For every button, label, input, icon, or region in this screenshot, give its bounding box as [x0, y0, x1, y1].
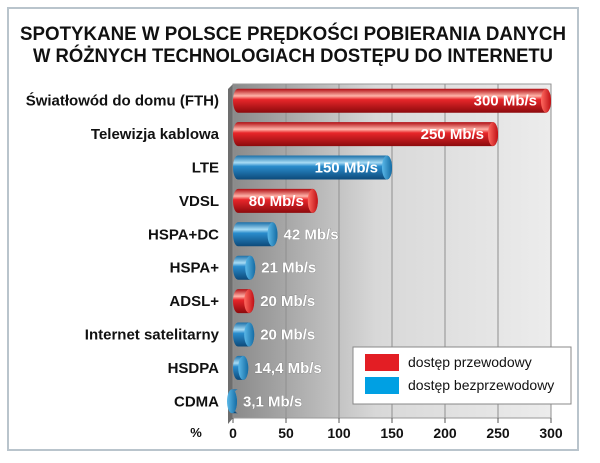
category-label: HSPA+DC — [148, 226, 219, 243]
bar-end-cap — [245, 255, 256, 280]
legend-swatch-wired — [365, 354, 399, 371]
category-label: LTE — [192, 160, 219, 177]
bar-end-cap — [307, 188, 318, 213]
bar-wired — [233, 122, 498, 147]
plot-left-wall — [228, 84, 233, 424]
category-label: HSDPA — [168, 360, 220, 377]
bar-end-cap — [488, 122, 498, 147]
data-label: 21 Mb/s — [261, 260, 316, 277]
data-label: 42 Mb/s — [284, 226, 339, 243]
x-axis-label: % — [190, 425, 202, 440]
bar-end-cap — [541, 88, 551, 113]
x-tick-label: 50 — [278, 425, 294, 441]
data-label: 250 Mb/s — [421, 126, 484, 143]
legend-label-wireless: dostęp bezprzewodowy — [408, 377, 554, 393]
bar-wireless — [233, 155, 392, 180]
category-label: CDMA — [174, 393, 219, 410]
data-label: 20 Mb/s — [260, 293, 315, 310]
bar-wireless — [233, 222, 278, 247]
bar-end-cap — [267, 222, 278, 247]
category-label: Światłowód do domu (FTH) — [26, 92, 219, 110]
category-label: Telewizja kablowa — [91, 126, 220, 143]
chart-title-line-2: W RÓŻNYCH TECHNOLOGIACH DOSTĘPU DO INTER… — [33, 45, 553, 67]
legend-label-wired: dostęp przewodowy — [408, 354, 532, 370]
x-tick-label: 300 — [539, 425, 563, 441]
data-label: 300 Mb/s — [474, 93, 537, 110]
bar-wired — [233, 88, 552, 113]
data-label: 80 Mb/s — [249, 193, 304, 210]
category-label: VDSL — [179, 193, 219, 210]
x-tick-label: 100 — [327, 425, 351, 441]
x-tick-label: 200 — [433, 425, 457, 441]
x-tick-label: 250 — [486, 425, 510, 441]
chart-title-line-1: SPOTYKANE W POLSCE PRĘDKOŚCI POBIERANIA … — [20, 23, 566, 45]
bar-end-cap — [382, 155, 392, 180]
bar-end-cap — [227, 389, 237, 414]
x-tick-label: 150 — [380, 425, 404, 441]
data-label: 20 Mb/s — [260, 327, 315, 344]
category-label: Internet satelitarny — [85, 327, 220, 344]
bar-end-cap — [244, 322, 255, 347]
bar-end-cap — [238, 355, 249, 380]
category-label: ADSL+ — [169, 293, 219, 310]
bar-end-cap — [244, 289, 255, 314]
legend-swatch-wireless — [365, 377, 399, 394]
bar-wired — [233, 188, 318, 213]
category-label: HSPA+ — [170, 260, 220, 277]
legend: dostęp przewodowy dostęp bezprzewodowy — [352, 346, 572, 405]
data-label: 14,4 Mb/s — [254, 360, 322, 377]
data-label: 3,1 Mb/s — [243, 393, 302, 410]
data-label: 150 Mb/s — [315, 160, 378, 177]
x-tick-label: 0 — [229, 425, 237, 441]
